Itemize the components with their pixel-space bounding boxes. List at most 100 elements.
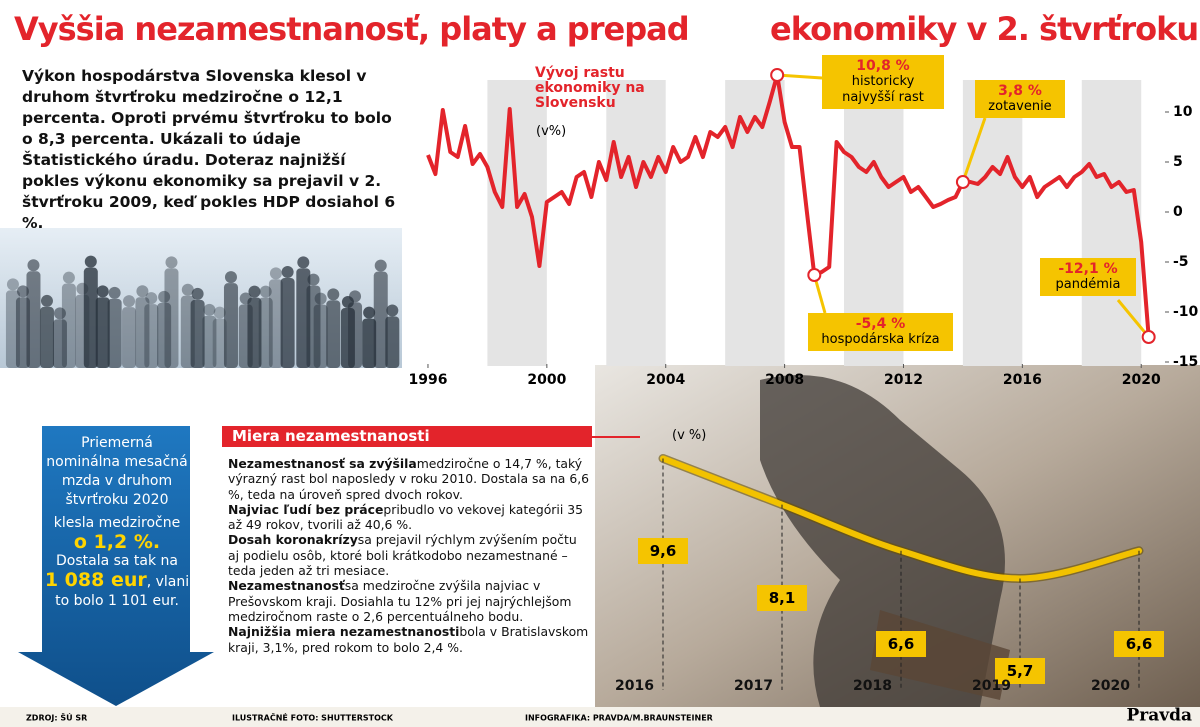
- x-tick-label: 2020: [1122, 372, 1161, 388]
- wage-arrow: [18, 426, 214, 706]
- crowd-figure: [386, 304, 399, 317]
- crowd-figure: [306, 285, 321, 368]
- callout-line: historicky: [851, 74, 915, 89]
- crowd-figure: [191, 287, 204, 300]
- crowd-figure: [385, 316, 400, 368]
- wage-line: , vlani to bolo 1 101 eur.: [55, 574, 190, 609]
- y-tick-label: -15: [1173, 354, 1198, 370]
- title-left: Vyššia nezamestnanosť, platy a prepad: [14, 10, 690, 48]
- crowd-figure: [259, 285, 272, 298]
- crowd-figure: [223, 283, 238, 368]
- crowd-figure: [145, 292, 158, 305]
- gdp-line: [426, 73, 1151, 338]
- crowd-figure: [348, 302, 363, 368]
- unemployment-line: [660, 455, 1142, 582]
- x-tick-label: 2018: [853, 678, 892, 694]
- crowd-figure: [52, 319, 67, 368]
- y-tick-label: -10: [1173, 304, 1199, 320]
- x-tick-label: 2019: [972, 678, 1011, 694]
- crowd-figure: [96, 285, 109, 298]
- footer-source: ZDROJ: ŠÚ SR: [26, 712, 87, 723]
- y-tick-label: 10: [1173, 104, 1193, 120]
- bullet-lead: Nezamestnanosť sa zvýšila: [228, 456, 417, 471]
- wage-highlight: o 1,2 %.: [73, 531, 161, 553]
- crowd-figure: [362, 318, 377, 368]
- crowd-figure: [269, 267, 282, 280]
- crowd-figure: [247, 297, 262, 368]
- y-tick-label: -5: [1173, 254, 1189, 270]
- x-tick-label: 2000: [527, 372, 566, 388]
- crowd-figure: [144, 304, 159, 368]
- crowd-figure: [327, 288, 340, 301]
- crowd-figure: [374, 259, 387, 272]
- crowd-figure: [326, 300, 341, 368]
- value-label: 6,6: [1114, 630, 1164, 657]
- callout-line: pandémia: [1055, 277, 1121, 292]
- crowd-figure: [95, 297, 110, 368]
- callout-line: 3,8 %: [998, 83, 1042, 99]
- crowd-figure: [157, 302, 172, 368]
- highlight-point: [807, 268, 822, 282]
- x-tick-label: 2004: [646, 372, 685, 388]
- bullet-text: medziročne o 14,7 %, taký výrazný rast b…: [228, 456, 590, 502]
- year-band: [1081, 80, 1142, 366]
- year-band: [725, 80, 785, 366]
- crowd-figure: [280, 278, 295, 368]
- callout: -5,4 % hospodárska kríza: [808, 313, 953, 351]
- crowd-figure: [16, 285, 29, 298]
- crowd-figure: [123, 295, 136, 308]
- bullet: Najnižšia miera nezamestnanostibola v Br…: [228, 624, 590, 655]
- crowd-figure: [62, 271, 75, 284]
- x-tick-label: 2016: [1003, 372, 1042, 388]
- crowd-figure: [212, 318, 227, 368]
- year-band: [487, 80, 547, 366]
- crowd-figure: [15, 297, 30, 368]
- x-tick-label: 2008: [765, 372, 804, 388]
- x-tick-label: 2016: [615, 678, 654, 694]
- crowd-figure: [190, 299, 205, 368]
- y-tick-label: 5: [1173, 154, 1183, 170]
- unemployment-unit: (v %): [672, 428, 707, 443]
- bullet: Najviac ľudí bez prácepribudlo vo vekove…: [228, 502, 590, 533]
- crowd-figure: [26, 271, 41, 368]
- crowd-figure: [258, 297, 273, 368]
- value-label: 9,6: [638, 538, 688, 565]
- footer-credit: INFOGRAFIKA: PRAVDA/M.BRAUNSTEINER: [525, 714, 713, 723]
- crowd-figure: [122, 307, 137, 368]
- crowd-figure: [297, 256, 310, 269]
- footer-brand: Pravda: [1126, 706, 1192, 726]
- footer-band: [0, 707, 1200, 727]
- callout-pointer: [1116, 299, 1150, 338]
- footer-photo: ILUSTRAČNÉ FOTO: SHUTTERSTOCK: [232, 712, 394, 723]
- crowd-figure: [83, 267, 98, 368]
- wage-text: Priemerná nominálna mesačná mzda v druho…: [44, 434, 190, 611]
- crowd-figure: [363, 306, 376, 319]
- crowd-figure: [135, 297, 150, 368]
- crowd-figure: [84, 255, 97, 268]
- intro: Výkon hospodárstva Slovenska klesol v dr…: [22, 67, 396, 232]
- wage-line: Priemerná nominálna mesačná mzda v druho…: [46, 435, 188, 508]
- bullet-text: bola v Bratislavskom kraji, 3,1%, pred r…: [228, 624, 589, 655]
- callout-line: -5,4 %: [855, 316, 906, 332]
- crowd-figure: [307, 273, 320, 286]
- value-label: 6,6: [876, 630, 926, 657]
- callout: -12,1 % pandémia: [1040, 258, 1136, 296]
- crowd-figure: [108, 286, 121, 299]
- gdp-chart-unit: (v%): [536, 124, 567, 139]
- crowd-figure: [268, 279, 283, 368]
- crowd-figure: [158, 290, 171, 303]
- unemployment-title: Miera nezamestnanosti: [222, 426, 592, 447]
- wage-line: Dostala sa tak na: [55, 553, 179, 569]
- crowd-figure: [281, 266, 294, 279]
- crowd-figure: [213, 306, 226, 319]
- callout: 10,8 % historicky najvyšší rast: [822, 55, 944, 109]
- x-tick-label: 2017: [734, 678, 773, 694]
- bullet-lead: Dosah koronakrízy: [228, 532, 358, 548]
- wage-highlight: 1 088 eur: [44, 569, 147, 591]
- crowd-figure: [39, 306, 54, 368]
- value-label: 5,7: [995, 658, 1045, 685]
- y-tick-label: 0: [1173, 204, 1183, 220]
- gdp-chart-title: Vývoj rastu ekonomiky na Slovensku: [535, 65, 645, 111]
- bullet: Nezamestnanosť sa zvýšilamedziročne o 14…: [228, 456, 590, 502]
- crowd-figure: [373, 271, 388, 368]
